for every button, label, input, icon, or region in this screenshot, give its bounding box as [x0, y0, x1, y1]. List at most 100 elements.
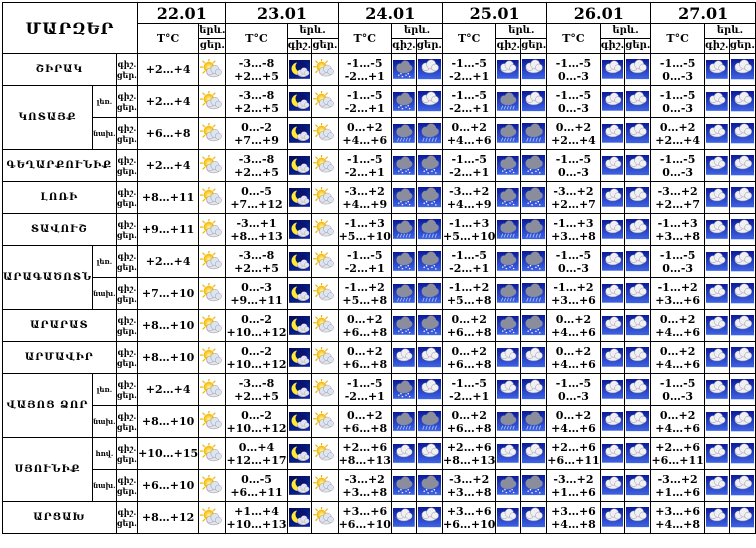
temperature-cell: 0…-2 +10…+12 [225, 405, 288, 438]
cloud-icon [705, 348, 728, 367]
table-row: ՍՅՈՒՆԻՔ հով. գիշ. ցեր. +10…+15 0…+4 +12…+17 +2… [1, 437, 756, 502]
night-label: գիշ. [117, 442, 137, 453]
weather-cell [311, 309, 339, 342]
rain-cloud-icon [497, 92, 520, 111]
region-name: ՇԻՐԱԿ [2, 53, 117, 86]
weather-cell [599, 373, 626, 406]
temperature-cell: -1…-5 0…-3 [650, 373, 705, 406]
temperature-cell: -1…-5 0…-3 [546, 149, 601, 182]
weather-cell [728, 309, 756, 342]
rain-cloud-icon [497, 284, 520, 303]
region-name: ԱՐԱԳԱԾՈՏՆ [1, 245, 94, 310]
weather-cell [728, 469, 756, 502]
temp-header: T°C [137, 23, 200, 54]
sun-cloud-icon [200, 410, 225, 433]
snow-cloud-icon [393, 380, 415, 399]
weather-cell [599, 277, 626, 310]
weather-cell [599, 53, 626, 86]
moon-icon [288, 508, 311, 527]
moon-icon [288, 412, 311, 431]
weather-cell [520, 85, 548, 118]
night-label: գիշ. [117, 154, 137, 165]
weather-cell [624, 85, 652, 118]
weather-cell [391, 341, 417, 374]
time-of-day-label: գիշ. ցեր. [115, 437, 139, 470]
weather-cell [728, 405, 756, 438]
cloud-icon [522, 59, 546, 80]
temperature-cell: -1…-5 -2…+1 [441, 85, 497, 118]
snow-cloud-icon [497, 476, 520, 495]
snow-cloud-icon [417, 187, 441, 208]
weather-cell [495, 341, 522, 374]
time-of-day-label: գիշ. ցեր. [115, 213, 139, 246]
cloud-icon [522, 91, 546, 112]
cloud-icon [626, 411, 650, 432]
temperature-cell: 0…+2 +6…+8 [337, 309, 393, 342]
weather-cell [599, 181, 626, 214]
temperature-cell: +3…+6 +6…+10 [337, 501, 393, 534]
phenomenon-header: երև. [391, 23, 443, 39]
sun-cloud-icon [200, 90, 225, 113]
weather-cell [198, 501, 227, 534]
temperature-cell: 0…+2 +2…+4 [546, 117, 601, 150]
temperature-cell: -1…-5 0…-3 [650, 245, 705, 278]
snow-cloud-icon [393, 60, 415, 79]
weather-cell [599, 213, 626, 246]
weather-cell [198, 149, 227, 182]
weather-cell [624, 117, 652, 150]
sun-cloud-icon [313, 347, 337, 368]
weather-cell [311, 181, 339, 214]
weather-cell [311, 501, 339, 534]
temperature-cell: 0…+2 +4…+6 [441, 117, 497, 150]
sun-cloud-icon [313, 59, 337, 80]
cloud-icon [601, 380, 624, 399]
weather-cell [198, 53, 227, 86]
weather-cell [391, 373, 417, 406]
temperature-cell: +2…+6 +6…+11 [650, 437, 705, 470]
weather-cell [391, 405, 417, 438]
weather-cell [520, 213, 548, 246]
weather-cell [728, 53, 756, 86]
sun-cloud-icon [313, 251, 337, 272]
rain-cloud-icon [522, 411, 546, 432]
weather-cell [703, 53, 730, 86]
weather-cell [286, 341, 313, 374]
temperature-cell: -1…+2 +5…+8 [441, 277, 497, 310]
temperature-cell: -1…-5 -2…+1 [337, 149, 393, 182]
table-row: նախ. գիշ. ցեր. +8…+10 0…-2 +10…+12 0…+2 +6…+8… [3, 405, 756, 438]
snow-cloud-icon [497, 188, 520, 207]
day-label: ցեր. [116, 229, 137, 240]
temperature-cell: +9…+11 [137, 213, 200, 246]
temperature-cell: -3…+2 +3…+8 [337, 469, 393, 502]
zone-label: հով. [92, 437, 117, 470]
weather-cell [311, 85, 339, 118]
weather-cell [495, 405, 522, 438]
temperature-cell: 0…+4 +12…+17 [225, 437, 288, 470]
temperature-cell: +8…+11 [137, 181, 200, 214]
temperature-cell: 0…-3 +9…+11 [225, 277, 288, 310]
cloud-icon [626, 315, 650, 336]
weather-cell [286, 277, 313, 310]
weather-cell [624, 309, 652, 342]
weather-cell [286, 245, 313, 278]
weather-cell [703, 469, 730, 502]
sun-cloud-icon [313, 411, 337, 432]
table-row: ԱՐՑԱԽ գիշ. ցեր. +8…+12 +1…+4 +10…+13 +3…+6 +6… [2, 501, 756, 534]
temperature-cell: +10…+15 [137, 437, 200, 470]
weather-cell [198, 277, 227, 310]
weather-cell [286, 501, 313, 534]
weather-cell [599, 501, 626, 534]
weather-cell [624, 277, 652, 310]
weather-cell [286, 469, 313, 502]
weather-cell [728, 341, 756, 374]
cloud-icon [626, 219, 650, 240]
night-label: գիշ. [117, 122, 137, 133]
cloud-icon [730, 411, 754, 432]
weather-cell [728, 437, 756, 470]
cloud-icon [705, 220, 728, 239]
night-label: գիշ. [117, 410, 137, 421]
day-label: ցեր. [116, 485, 137, 496]
region-name: ԱՐԱՐԱՏ [2, 309, 117, 342]
cloud-icon [705, 476, 728, 495]
phenomenon-header: երև. [286, 23, 339, 39]
